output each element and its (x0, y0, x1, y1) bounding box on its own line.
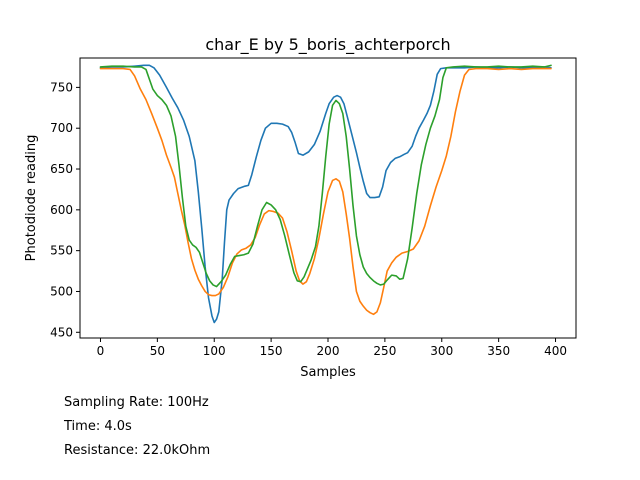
y-tick-label: 500 (50, 284, 73, 298)
x-tick-label: 300 (430, 344, 453, 358)
y-tick-label: 600 (50, 203, 73, 217)
y-tick-label: 700 (50, 121, 73, 135)
x-tick-label: 50 (150, 344, 165, 358)
y-tick-label: 650 (50, 162, 73, 176)
x-tick-label: 200 (317, 344, 340, 358)
y-axis: 450 500 550 600 650 700 750 (50, 80, 80, 339)
y-tick-label: 550 (50, 244, 73, 258)
series-line-2 (99, 67, 552, 316)
time-text: Time: 4.0s (64, 419, 132, 434)
sampling-rate-text: Sampling Rate: 100Hz (64, 395, 209, 410)
x-tick-label: 0 (97, 344, 105, 358)
series-line-3 (99, 64, 552, 288)
y-axis-label: Photodiode reading (24, 135, 39, 262)
x-tick-label: 400 (544, 344, 567, 358)
x-axis: 0 50 100 150 200 250 300 350 400 (97, 338, 567, 358)
y-tick-label: 450 (50, 325, 73, 339)
resistance-text: Resistance: 22.0kOhm (64, 443, 211, 458)
x-tick-label: 250 (373, 344, 396, 358)
x-tick-label: 100 (203, 344, 226, 358)
x-tick-label: 350 (487, 344, 510, 358)
y-tick-label: 750 (50, 80, 73, 94)
x-axis-label: Samples (300, 365, 356, 380)
series-layer (99, 64, 552, 324)
chart-title: char_E by 5_boris_achterporch (205, 35, 450, 55)
series-line-1 (99, 64, 552, 324)
x-tick-label: 150 (260, 344, 283, 358)
